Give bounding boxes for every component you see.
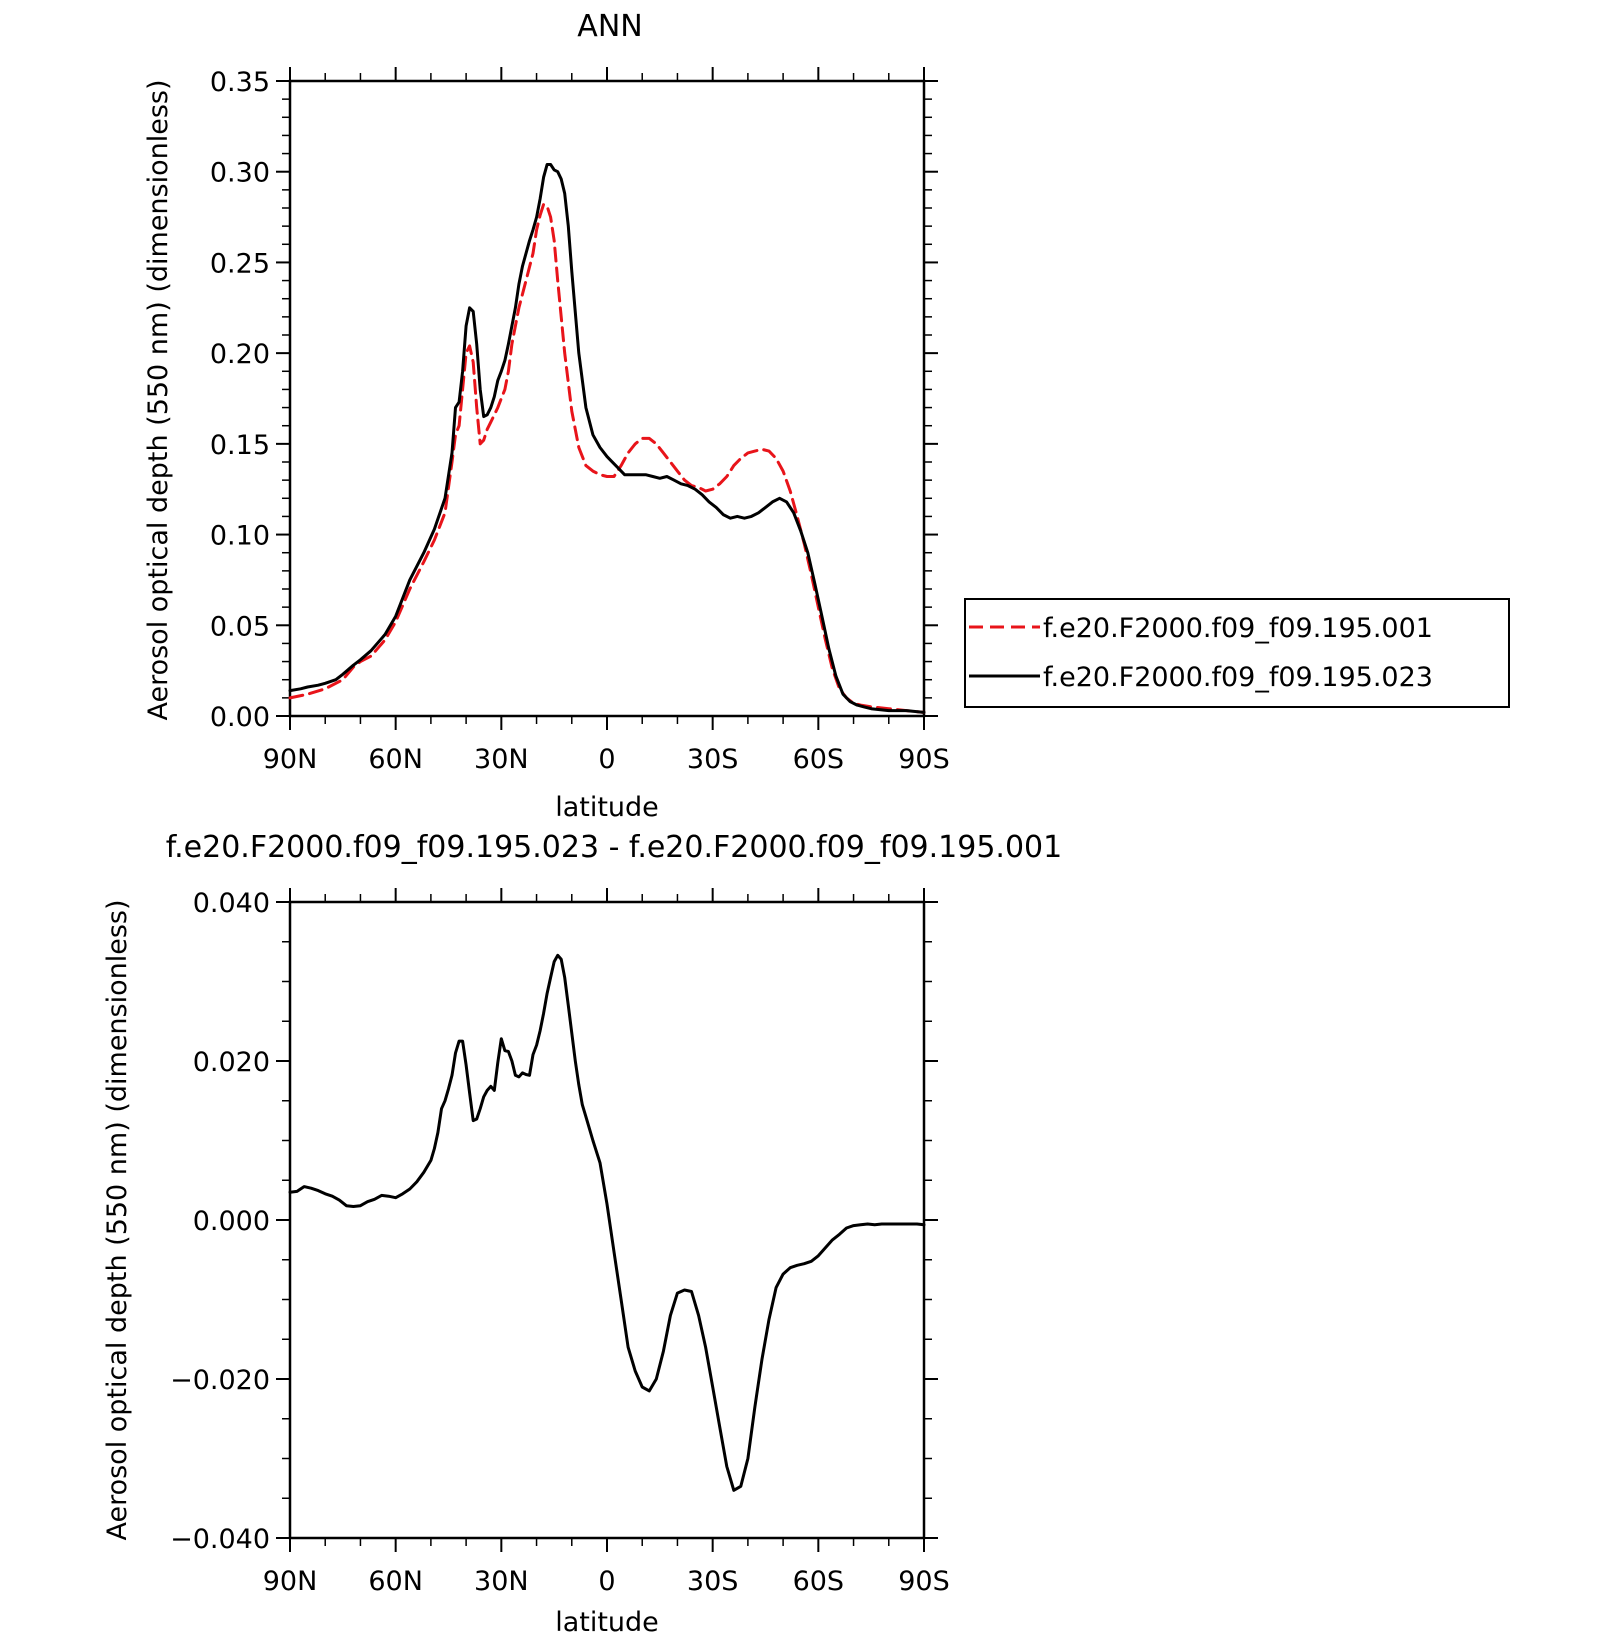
legend-label-2: f.e20.F2000.f09_f09.195.023	[1043, 662, 1433, 693]
top-chart-y-tick-label: 0.30	[210, 158, 270, 189]
top-chart-y-tick-label: 0.15	[210, 430, 270, 461]
top-chart-y-tick-label: 0.00	[210, 702, 270, 733]
top-chart-x-tick-label: 90N	[263, 744, 318, 775]
bottom-chart-y-tick-label: 0.020	[193, 1047, 270, 1078]
bottom-chart-y-axis-title: Aerosol optical depth (550 nm) (dimensio…	[102, 899, 133, 1540]
top-chart-y-tick-label: 0.35	[210, 67, 270, 98]
bottom-chart-series-line-1	[288, 953, 926, 1492]
bottom-chart-y-tick-label: −0.040	[170, 1524, 270, 1555]
bottom-chart-frame	[288, 900, 926, 1540]
legend-label-1: f.e20.F2000.f09_f09.195.001	[1043, 613, 1433, 644]
bottom-chart: f.e20.F2000.f09_f09.195.023 - f.e20.F200…	[102, 830, 1062, 1635]
bottom-chart-x-tick-label: 90S	[898, 1566, 950, 1597]
top-chart-series-line-2	[288, 163, 926, 714]
top-chart-y-tick-label: 0.25	[210, 248, 270, 279]
bottom-chart-y-tick-label: 0.000	[193, 1206, 270, 1237]
bottom-chart-x-tick-label: 60S	[793, 1566, 845, 1597]
top-chart-x-tick-label: 30S	[687, 744, 739, 775]
top-chart-y-tick-label: 0.05	[210, 611, 270, 642]
bottom-chart-x-tick-label: 30S	[687, 1566, 739, 1597]
bottom-chart-y-tick-label: −0.020	[170, 1365, 270, 1396]
legend-box	[964, 598, 1510, 708]
top-chart-x-tick-label: 90S	[898, 744, 950, 775]
top-chart-y-tick-label: 0.20	[210, 339, 270, 370]
top-chart-x-axis-title: latitude	[555, 792, 659, 823]
top-chart-x-tick-label: 60N	[368, 744, 423, 775]
bottom-chart-title: f.e20.F2000.f09_f09.195.023 - f.e20.F200…	[166, 830, 1062, 865]
top-chart-frame	[288, 79, 926, 718]
top-chart-series-line-1	[288, 202, 926, 714]
top-chart-x-tick-label: 0	[598, 744, 615, 775]
bottom-chart-x-tick-label: 30N	[474, 1566, 529, 1597]
legend: f.e20.F2000.f09_f09.195.001 f.e20.F2000.…	[964, 598, 1510, 708]
top-chart: ANN 90N 60N 30N 0 30S 60S 90S 0.00 0.05 0.10 0.15 0…	[143, 9, 1510, 823]
top-chart-title: ANN	[577, 9, 642, 44]
bottom-chart-x-tick-label: 0	[598, 1566, 615, 1597]
top-chart-x-tick-label: 60S	[793, 744, 845, 775]
bottom-chart-x-axis-title: latitude	[555, 1607, 659, 1635]
top-chart-y-tick-label: 0.10	[210, 521, 270, 552]
top-chart-y-axis-title: Aerosol optical depth (550 nm) (dimensio…	[143, 79, 174, 720]
bottom-chart-x-tick-label: 60N	[368, 1566, 423, 1597]
top-chart-x-tick-label: 30N	[474, 744, 529, 775]
bottom-chart-x-tick-label: 90N	[263, 1566, 318, 1597]
bottom-chart-y-tick-label: 0.040	[193, 888, 270, 919]
